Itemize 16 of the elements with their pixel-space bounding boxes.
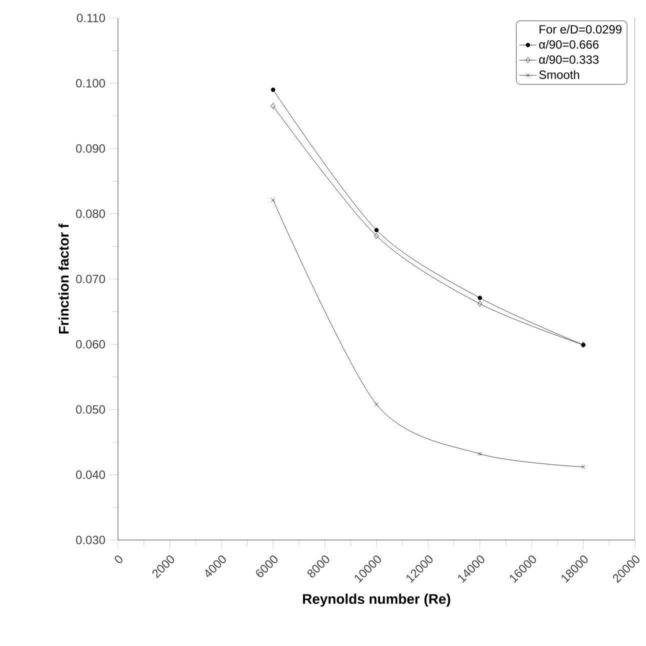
x-tick-label: 0: [114, 555, 123, 564]
legend-title: For e/D=0.0299: [540, 24, 622, 34]
y-tick-label: 0.040: [76, 470, 106, 479]
y-tick-label: 0.060: [76, 340, 106, 348]
legend-label: α/90=0.333: [539, 55, 599, 64]
y-tick-label: 0.080: [76, 210, 106, 218]
x-axis-title: Reynolds number (Re): [303, 594, 450, 607]
y-tick-label: 0.070: [76, 274, 106, 284]
y-tick-label: 0.050: [76, 405, 106, 414]
y-axis-title: Frinction factor f: [58, 224, 69, 334]
legend-label: α/90=0.666: [539, 40, 599, 49]
legend-label: Smooth: [539, 70, 580, 79]
y-tick-label: 0.100: [76, 79, 106, 88]
y-tick-label: 0.110: [77, 14, 106, 22]
y-tick-label: 0.090: [76, 144, 106, 153]
y-tick-label: 0.030: [76, 536, 106, 544]
